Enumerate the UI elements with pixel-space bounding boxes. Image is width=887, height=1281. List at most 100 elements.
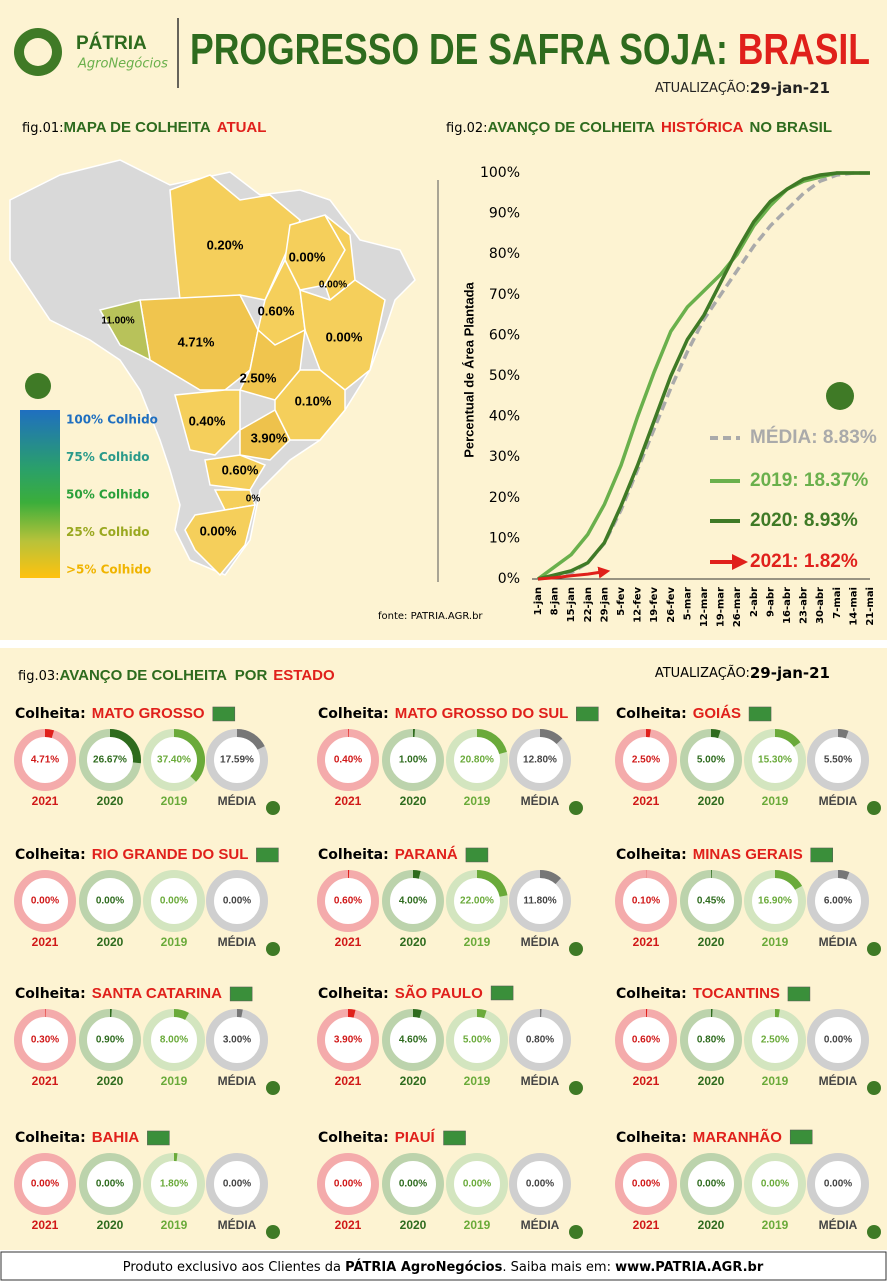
state-sp [239,408,291,461]
legend-entry: 2019: 18.37% [750,470,868,491]
fig-title: AVANÇO DE COLHEITA [488,119,656,136]
state-name: MARANHÃO [693,1128,782,1146]
donut-arc [412,1009,422,1018]
year-label: MÉDIA [218,934,257,949]
footer-mid: . Saiba mais em: [502,1260,615,1275]
state-pr [204,454,267,491]
x-tick-label: 16-abr [782,587,793,624]
donut-arc [476,870,508,897]
x-tick-label: 1-jan [533,587,544,615]
donut-label: 0.00% [96,1179,124,1190]
state-name: MINAS GERAIS [693,846,803,863]
state-heading: Colheita: MINAS GERAIS [616,846,803,863]
y-tick-label: 30% [489,449,520,465]
legend-name: 2020 [750,510,792,531]
donut-ring [79,870,141,932]
year-label: 2021 [335,1218,362,1232]
state-heading: Colheita: TOCANTINS [616,985,780,1002]
prefix: Colheita: [616,706,687,722]
y-tick-label: 80% [489,246,520,262]
year-label: MÉDIA [521,1217,560,1232]
year-label: 2021 [335,794,362,808]
y-tick-label: 10% [489,530,520,546]
map-labels: 0.20% 0.00% 0.00% 0.60% 0.00% 11.00% 4.71% 2.50… [101,237,363,538]
donut-label: 15.30% [758,755,792,766]
donut-label: 0.80% [526,1035,554,1046]
x-tick-label: 12-mar [699,587,710,627]
year-label: MÉDIA [521,934,560,949]
y-tick-label: 50% [489,368,520,384]
x-tick-label: 22-jan [583,587,594,622]
mini-logo [266,1225,280,1239]
state-name: PIAUÍ [395,1129,436,1146]
state-heading: Colheita: SÃO PAULO [318,984,483,1002]
donut-label: 0.45% [697,896,725,907]
fig-title-highlight: ESTADO [273,667,335,684]
donut-arc [837,729,849,739]
state-name: MATO GROSSO [92,705,205,722]
legend-entry: 2020: 8.93% [750,510,858,531]
donut-label: 0.30% [31,1035,59,1046]
footer-url: www.PATRIA.AGR.br [615,1260,764,1275]
x-tick-label: 5-fev [616,587,627,616]
map [9,159,416,577]
legend-value: : 8.93% [792,510,858,531]
prefix: Colheita: [15,847,86,863]
fig-label: fig.02: [446,121,488,136]
donut-ring [807,1009,869,1071]
donut-label: 12.80% [523,755,557,766]
map-label: 0.00% [319,280,347,291]
donut-label: 0.00% [824,1035,852,1046]
state-heading: Colheita: MATO GROSSO [15,705,205,722]
donut-label: 0.00% [96,896,124,907]
mini-logo [266,801,280,815]
legend-name: 2021 [750,551,793,572]
footer-text: Produto exclusivo aos Clientes da [123,1260,345,1275]
donut-ring [509,1153,571,1215]
state-heading: Colheita: PARANÁ [318,846,458,863]
donut-label: 3.00% [223,1035,251,1046]
footer-brand: PÁTRIA AgroNegócios [345,1259,502,1275]
map-legend-label: 25% Colhido [66,525,150,539]
state-name: BAHIA [92,1129,140,1146]
map-legend-bar [20,410,60,578]
state-name: RIO GRANDE DO SUL [92,846,249,863]
year-label: MÉDIA [819,1073,858,1088]
year-label: 2020 [698,794,725,808]
donut-label: 26.67% [93,755,127,766]
donut-arc [476,1009,487,1019]
year-label: 2019 [464,935,491,949]
year-label: 2019 [161,794,188,808]
year-label: MÉDIA [218,1217,257,1232]
donut-label: 0.10% [632,896,660,907]
map-label: 11.00% [101,316,134,327]
flag [787,986,811,1002]
mini-logo [867,1081,881,1095]
mini-logo [569,1081,583,1095]
fig-title-end: NO BRASIL [750,119,833,136]
update: ATUALIZAÇÃO:29-jan-21 [655,79,830,97]
legend-entry: 2021: 1.82% [750,551,858,572]
line-chart: 0% 10% 20% 30% 40% 50% 60% 70% 80% 90% 100% 1-jan 8-… [480,165,877,627]
y-tick-label: 0% [498,571,520,587]
map-label: 0.00% [200,523,237,538]
state-heading: Colheita: BAHIA [15,1129,139,1146]
prefix: Colheita: [318,986,389,1002]
map-legend-label: 100% Colhido [66,413,158,427]
update-label: ATUALIZAÇÃO: [655,665,750,681]
donut-label: 4.00% [399,896,427,907]
x-tick-label: 21-mai [865,587,876,626]
series-line [537,566,611,581]
brand-sub: AgroNegócios [77,57,168,72]
x-tick-label: 26-fev [666,587,677,623]
source: fonte: PATRIA.AGR.br [378,611,483,622]
donut-label: 0.00% [463,1179,491,1190]
donut-label: 2.50% [632,755,660,766]
donut-arc [476,729,507,755]
donut-label: 1.00% [399,755,427,766]
state-name: PARANÁ [395,846,458,863]
state-name: SANTA CATARINA [92,985,222,1002]
year-label: 2020 [97,1074,124,1088]
donut-ring [680,1153,742,1215]
